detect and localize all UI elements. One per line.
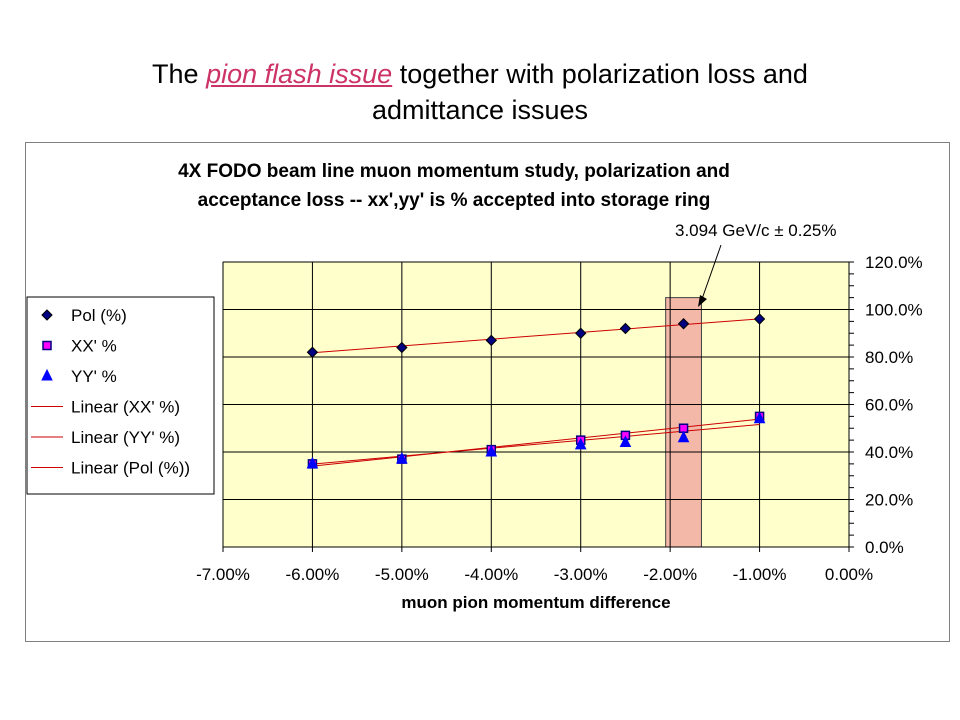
y-tick-label: 40.0%: [865, 443, 913, 462]
x-tick-label: -2.00%: [643, 565, 697, 584]
title-prefix: The: [152, 59, 207, 89]
legend-square-swatch: [42, 340, 52, 351]
x-tick-label: -1.00%: [733, 565, 787, 584]
legend-label: Pol (%): [71, 306, 127, 325]
point-triangle-5: [677, 430, 690, 443]
point-triangle-1: [396, 452, 408, 464]
annotation-label: 3.094 GeV/c ± 0.25%: [675, 221, 836, 240]
x-tick-label: -7.00%: [196, 565, 250, 584]
point-triangle-0: [306, 456, 319, 469]
x-tick-label: 0.00%: [825, 565, 873, 584]
title-suffix: together with polarization loss and: [392, 59, 808, 89]
y-tick-label: 60.0%: [865, 396, 913, 415]
y-tick-label: 100.0%: [865, 301, 923, 320]
legend-box: [26, 296, 215, 495]
point-triangle-2: [485, 444, 498, 457]
x-tick-label: -4.00%: [464, 565, 518, 584]
point-diamond-1: [396, 341, 408, 354]
point-diamond-2: [485, 334, 497, 347]
legend-label: YY' %: [71, 367, 117, 386]
y-tick-label: 80.0%: [865, 348, 913, 367]
point-diamond-5: [677, 318, 690, 330]
slide-title: The pion flash issue together with polar…: [40, 56, 920, 128]
annotation-arrowhead: [698, 295, 707, 307]
chart-frame: 4X FODO beam line muon momentum study, p…: [25, 142, 950, 642]
x-tick-label: -3.00%: [554, 565, 608, 584]
title-line-2: admittance issues: [371, 95, 589, 125]
legend-label: Linear (YY' %): [71, 428, 180, 447]
point-diamond-0: [306, 346, 319, 358]
point-diamond-6: [753, 313, 766, 325]
legend-label: Linear (Pol (%)): [71, 459, 190, 478]
y-tick-label: 20.0%: [865, 491, 913, 510]
x-tick-label: -5.00%: [375, 565, 429, 584]
point-diamond-3: [575, 327, 587, 339]
annotation-pointer: [701, 244, 722, 300]
y-tick-label: 120.0%: [865, 253, 923, 272]
highlight-band: [665, 297, 702, 548]
point-triangle-4: [619, 435, 632, 447]
pion-flash-issue-link[interactable]: pion flash issue: [206, 59, 393, 89]
legend-label: XX' %: [71, 337, 117, 356]
chart-title-line-2: acceptance loss -- xx',yy' is % accepted…: [198, 190, 711, 211]
legend-diamond-swatch: [41, 309, 53, 321]
x-axis-label: muon pion momentum difference: [401, 593, 670, 612]
chart-svg: 4X FODO beam line muon momentum study, p…: [26, 161, 923, 612]
legend-label: Linear (XX' %): [71, 398, 180, 417]
point-triangle-6: [753, 411, 766, 424]
x-tick-label: -6.00%: [285, 565, 339, 584]
chart-title-line-1: 4X FODO beam line muon momentum study, p…: [178, 161, 730, 182]
y-tick-label: 0.0%: [865, 538, 904, 557]
legend-triangle-swatch: [41, 368, 53, 381]
point-triangle-3: [574, 437, 587, 450]
point-diamond-4: [619, 322, 632, 335]
